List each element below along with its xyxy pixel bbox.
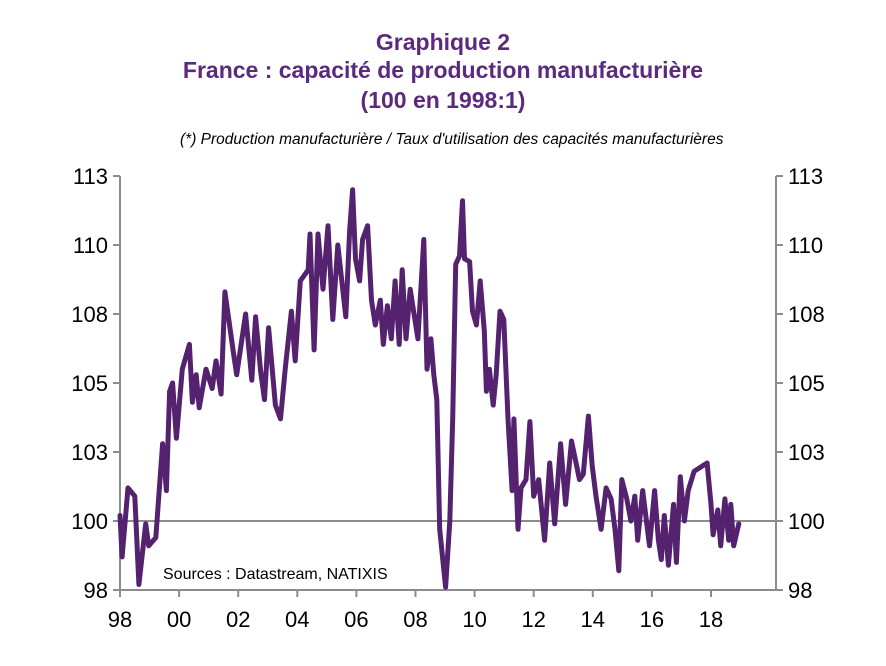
x-tick-label: 10 xyxy=(462,607,486,632)
x-tick-label: 06 xyxy=(344,607,368,632)
y-tick-label-left: 103 xyxy=(71,440,108,465)
y-tick-label-right: 98 xyxy=(788,578,812,603)
x-tick-label: 16 xyxy=(640,607,664,632)
y-tick-label-left: 110 xyxy=(73,233,108,258)
x-tick-label: 12 xyxy=(521,607,545,632)
y-tick-label-right: 110 xyxy=(788,233,823,258)
chart-annotation: (*) Production manufacturière / Taux d'u… xyxy=(180,131,724,148)
x-tick-label: 04 xyxy=(285,607,309,632)
x-tick-label: 02 xyxy=(226,607,250,632)
source-note: Sources : Datastream, NATIXIS xyxy=(163,566,388,583)
y-tick-label-right: 108 xyxy=(788,302,825,327)
y-tick-label-left: 105 xyxy=(71,371,108,396)
y-tick-label-right: 103 xyxy=(788,440,825,465)
x-tick-label: 08 xyxy=(403,607,427,632)
y-tick-label-left: 98 xyxy=(84,578,108,603)
x-tick-label: 14 xyxy=(581,607,605,632)
y-tick-label-right: 105 xyxy=(788,371,825,396)
chart-subtitle-base: (100 en 1998:1) xyxy=(360,87,526,113)
series-line-capacite-production xyxy=(117,187,742,590)
y-tick-label-left: 100 xyxy=(71,509,108,534)
y-tick-label-left: 113 xyxy=(73,164,108,189)
chart-title: Graphique 2 xyxy=(375,29,511,55)
x-tick-label: 18 xyxy=(699,607,723,632)
y-tick-label-right: 113 xyxy=(788,164,823,189)
x-tick-label: 98 xyxy=(108,607,132,632)
y-tick-label-right: 100 xyxy=(788,509,825,534)
chart-subtitle: France : capacité de production manufact… xyxy=(182,57,704,83)
x-tick-label: 00 xyxy=(167,607,191,632)
y-tick-label-left: 108 xyxy=(71,302,108,327)
